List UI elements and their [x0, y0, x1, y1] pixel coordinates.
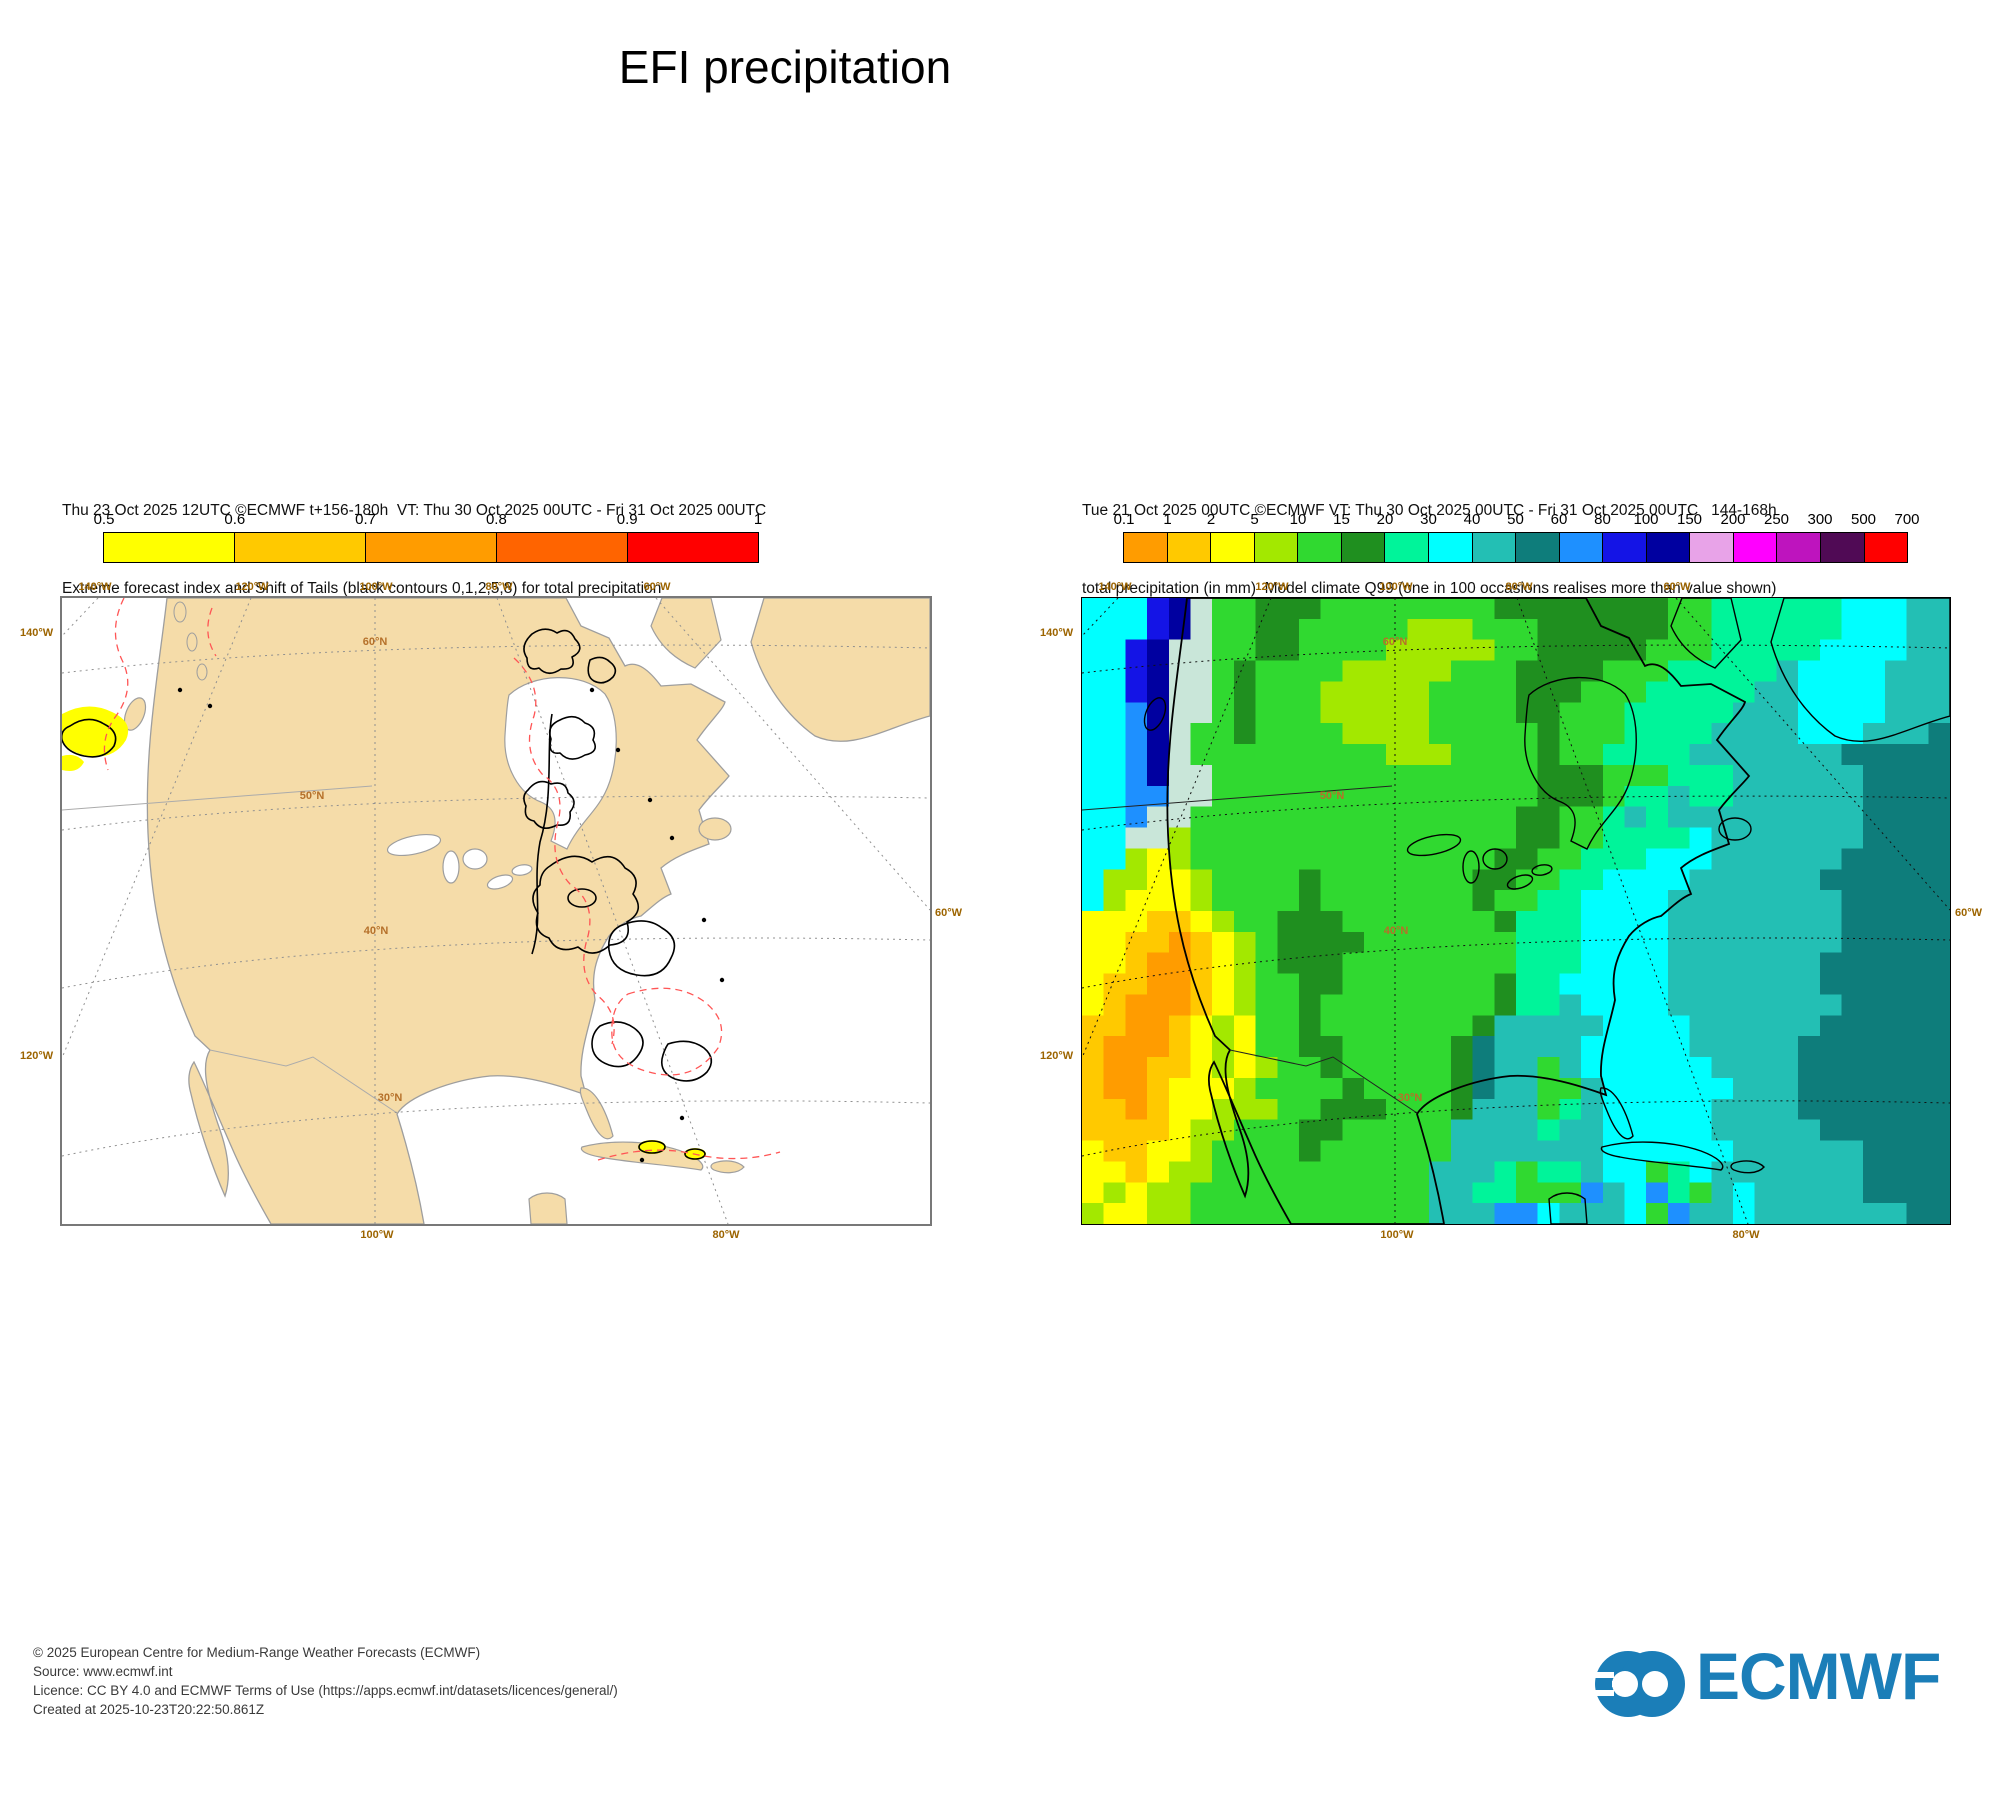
footer-created: Created at 2025-10-23T20:22:50.861Z	[33, 1702, 265, 1717]
colorbar-segment	[1298, 533, 1342, 562]
graticule-label: 140°W	[1040, 627, 1074, 639]
colorbar-tick-label: 20	[1376, 511, 1394, 528]
greenland-landmass	[750, 598, 930, 742]
right-panel-header: Tue 21 Oct 2025 00UTC ©ECMWF VT: Thu 30 …	[1082, 446, 1777, 628]
sot-contour-dots	[177, 687, 725, 1163]
precip-map	[1081, 597, 1951, 1225]
colorbar-segment	[1646, 533, 1691, 562]
colorbar-segment	[1733, 533, 1778, 562]
colorbar-tick-label: 5	[1250, 511, 1259, 528]
graticule-right	[1082, 598, 1950, 1224]
colorbar-tick-label: 10	[1289, 511, 1307, 528]
colorbar-tick-label: 0.1	[1113, 511, 1135, 528]
colorbar-segment	[366, 533, 497, 562]
colorbar-tick-label: 150	[1676, 511, 1703, 528]
colorbar-tick-label: 30	[1420, 511, 1437, 528]
colorbar-segment	[1603, 533, 1647, 562]
colorbar-segment	[1211, 533, 1255, 562]
footer-licence: Licence: CC BY 4.0 and ECMWF Terms of Us…	[33, 1683, 618, 1698]
colorbar-tick-label: 1	[1163, 511, 1172, 528]
colorbar-segment	[1254, 533, 1299, 562]
colorbar-tick-label: 0.9	[616, 511, 638, 528]
page-title: EFI precipitation	[618, 41, 952, 93]
colorbar-segment	[1559, 533, 1604, 562]
colorbar-segment	[104, 533, 235, 562]
colorbar-tick-label: 40	[1463, 511, 1481, 528]
colorbar-segment	[497, 533, 628, 562]
ecmwf-logo-text: ECMWF	[1696, 1639, 1941, 1713]
colorbar-tick-label: 100	[1633, 511, 1659, 528]
graticule-label: 120°W	[20, 1050, 54, 1062]
colorbar-tick-label: 50	[1507, 511, 1524, 528]
ecmwf-logo: ECMWF	[1592, 1639, 1992, 1722]
colorbar-tick-label: 2	[1206, 511, 1216, 528]
graticule-label: 60°W	[1955, 907, 1983, 919]
north-america-landmass	[146, 598, 730, 1224]
colorbar-tick-label: 200	[1720, 511, 1746, 528]
coastline-outline	[1166, 598, 1750, 1224]
colorbar-segment	[235, 533, 366, 562]
footer-source: Source: www.ecmwf.int	[33, 1664, 173, 1679]
colorbar-tick-label: 700	[1894, 511, 1920, 528]
right-header-line2: total precipitation (in mm) Model climat…	[1082, 580, 1777, 597]
footer-attribution: © 2025 European Centre for Medium-Range …	[33, 1643, 618, 1719]
colorbar-segment	[1690, 533, 1734, 562]
colorbar-segment	[1864, 533, 1908, 562]
colorbar-segment	[1516, 533, 1560, 562]
left-header-line1: Thu 23 Oct 2025 12UTC ©ECMWF t+156-180h …	[62, 502, 767, 519]
efi-map	[60, 596, 932, 1226]
colorbar-segment	[1777, 533, 1821, 562]
left-header-line2: Extreme forecast index and Shift of Tail…	[62, 580, 662, 597]
colorbar-segment	[628, 533, 758, 562]
precip-map-overlay	[1082, 598, 1950, 1224]
footer-copyright: © 2025 European Centre for Medium-Range …	[33, 1645, 481, 1660]
colorbar-tick-label: 0.5	[93, 511, 115, 528]
colorbar-segment	[1124, 533, 1168, 562]
colorbar-segment	[1428, 533, 1473, 562]
graticule-label: 80°W	[1732, 1229, 1760, 1241]
colorbar-tick-label: 300	[1807, 511, 1833, 528]
colorbar-tick-label: 1	[753, 511, 763, 528]
efi-colorbar	[103, 532, 759, 563]
graticule-label: 60°W	[935, 907, 963, 919]
colorbar-tick-label: 0.7	[355, 511, 377, 528]
colorbar-tick-label: 60	[1550, 511, 1568, 528]
left-panel-header: Thu 23 Oct 2025 12UTC ©ECMWF t+156-180h …	[62, 446, 766, 628]
colorbar-tick-label: 0.6	[224, 511, 246, 528]
efi-yellow-patches	[62, 706, 706, 1160]
graticule-label: 120°W	[1040, 1050, 1074, 1062]
colorbar-tick-label: 15	[1333, 511, 1350, 528]
colorbar-segment	[1341, 533, 1386, 562]
graticule-label: 140°W	[20, 627, 54, 639]
colorbar-tick-label: 500	[1850, 511, 1877, 528]
ecmwf-logo-icon	[1592, 1651, 1685, 1717]
graticule-label: 100°W	[360, 1229, 394, 1241]
colorbar-segment	[1167, 533, 1212, 562]
colorbar-segment	[1821, 533, 1865, 562]
right-header-line1: Tue 21 Oct 2025 00UTC ©ECMWF VT: Thu 30 …	[1082, 502, 1777, 519]
colorbar-segment	[1385, 533, 1429, 562]
precip-colorbar	[1123, 532, 1908, 563]
graticule-label: 80°W	[712, 1229, 740, 1241]
precip-field-canvas	[1082, 598, 1950, 1224]
sot-contours	[62, 628, 713, 1160]
efi-red-contours	[103, 598, 781, 1161]
colorbar-tick-label: 0.8	[485, 511, 507, 528]
coastal-islands	[173, 601, 208, 681]
efi-map-svg	[62, 598, 930, 1224]
colorbar-tick-label: 250	[1763, 511, 1790, 528]
colorbar-segment	[1472, 533, 1517, 562]
graticule-label: 100°W	[1380, 1229, 1414, 1241]
colorbar-tick-label: 80	[1594, 511, 1611, 528]
